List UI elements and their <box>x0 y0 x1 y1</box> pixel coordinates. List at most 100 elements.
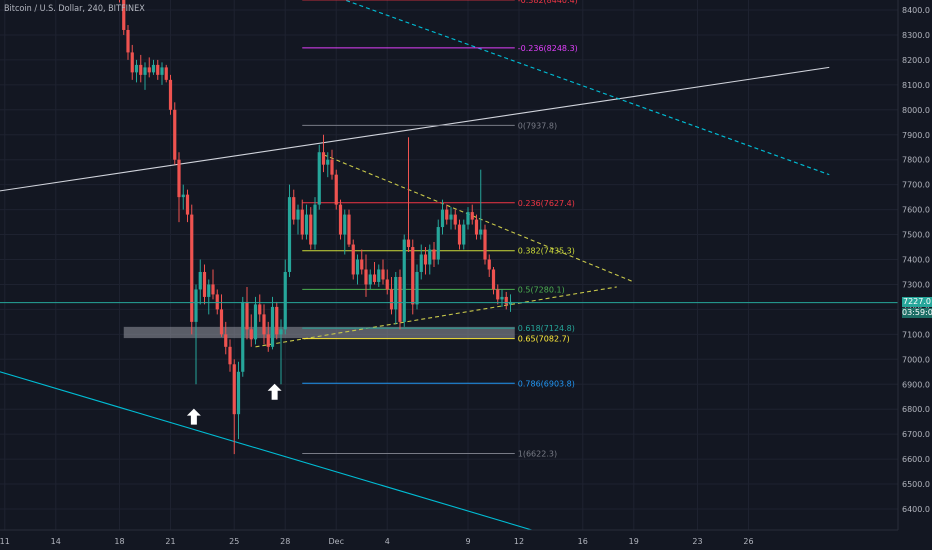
fib-level-label: -0.382(8440.4) <box>518 0 578 5</box>
price-tick-label: 7700.0 <box>902 181 930 190</box>
candle-body <box>194 289 198 322</box>
candle-body <box>504 296 508 305</box>
time-tick-label: 12 <box>514 537 524 546</box>
candle-body <box>406 239 411 248</box>
trendline-white-resistance <box>0 66 830 192</box>
annotation-arrows[interactable] <box>186 383 282 425</box>
candle-body <box>423 254 428 265</box>
candle-body <box>151 64 156 73</box>
candle-body <box>207 284 211 297</box>
candle-body <box>372 274 377 282</box>
candle-body <box>313 204 317 245</box>
fib-level-label: 0.382(7435.3) <box>518 247 575 256</box>
time-tick-label: 23 <box>692 537 702 546</box>
candle-body <box>270 306 275 347</box>
candle-body <box>411 247 415 305</box>
price-tick-label: 7800.0 <box>902 156 930 165</box>
candle-body <box>122 0 126 30</box>
candle-body <box>457 224 462 245</box>
candle-body <box>500 296 504 300</box>
price-tick-label: 6700.0 <box>902 430 930 439</box>
candle-body <box>126 29 130 53</box>
price-tick-label: 6800.0 <box>902 405 930 414</box>
candle-body <box>402 239 406 322</box>
support-zone[interactable] <box>123 326 515 339</box>
price-tick-label: 7300.0 <box>902 280 930 289</box>
time-tick-label: 21 <box>165 537 175 546</box>
price-tick-label: 7600.0 <box>902 206 930 215</box>
candle-body <box>198 271 202 290</box>
candle-body <box>491 269 496 290</box>
candle-body <box>360 259 364 270</box>
bar-countdown-badge: 03:59:01 <box>902 307 932 318</box>
candle-body <box>160 67 164 75</box>
time-tick-label: 4 <box>385 537 390 546</box>
trendlines[interactable] <box>0 0 830 550</box>
candle-body <box>249 329 253 340</box>
candle-body <box>211 284 215 295</box>
price-axis-panel <box>898 0 932 550</box>
candle-body <box>355 259 360 275</box>
candle-body <box>156 64 160 75</box>
price-tick-label: 7500.0 <box>902 231 930 240</box>
candle-body <box>147 67 151 73</box>
candle-body <box>321 152 326 165</box>
fib-level-label: -0.236(8248.3) <box>518 44 578 53</box>
candle-body <box>415 271 419 305</box>
candlesticks <box>119 0 513 455</box>
candle-body <box>487 259 491 270</box>
support-zone-rect <box>123 326 515 339</box>
candle-body <box>300 209 304 235</box>
candle-body <box>232 364 236 415</box>
price-tick-label: 6600.0 <box>902 455 930 464</box>
time-tick-label: 14 <box>51 537 61 546</box>
candle-body <box>266 334 270 347</box>
candle-body <box>143 67 147 75</box>
candle-body <box>236 371 241 415</box>
fib-level-label: 0.65(7082.7) <box>518 335 570 344</box>
candle-body <box>466 212 470 225</box>
candle-body <box>398 276 402 322</box>
fib-level-label: 0.5(7280.1) <box>518 285 565 294</box>
candle-body <box>330 159 334 175</box>
price-tick-label: 6400.0 <box>902 505 930 514</box>
candle-body <box>292 197 296 220</box>
price-tick-label: 8400.0 <box>902 6 930 15</box>
candle-body <box>275 306 279 335</box>
current-price-badge: 7227.0 <box>902 296 932 307</box>
trendline-cyan-lower <box>0 371 596 550</box>
candle-body <box>338 204 343 235</box>
up-arrow-shape <box>186 408 201 425</box>
candle-body <box>304 214 309 235</box>
price-tick-label: 8200.0 <box>902 56 930 65</box>
candle-body <box>258 304 262 315</box>
candle-body <box>215 294 219 310</box>
candle-body <box>351 244 355 275</box>
trendline-yellow-lower <box>255 286 617 348</box>
fibonacci-retracement[interactable]: -0.382(8440.4) -0.236(8248.3) 0(7937.8) 0.2… <box>302 0 578 459</box>
price-tick-label: 7000.0 <box>902 355 930 364</box>
candle-body <box>381 269 385 280</box>
price-tick-label: 8100.0 <box>902 81 930 90</box>
candle-body <box>245 301 249 330</box>
candle-body <box>224 334 228 347</box>
time-axis-panel <box>0 530 932 550</box>
candle-body <box>364 269 368 285</box>
fib-level-label: 0.618(7124.8) <box>518 324 575 333</box>
candle-body <box>445 209 449 220</box>
candle-body <box>474 219 479 235</box>
candle-body <box>296 209 300 220</box>
candle-body <box>394 276 398 310</box>
price-tick-label: 6900.0 <box>902 380 930 389</box>
candle-body <box>139 64 143 75</box>
price-tick-label: 7900.0 <box>902 131 930 140</box>
candle-body <box>470 212 474 220</box>
candle-body <box>483 229 487 260</box>
up-arrow-icon <box>267 383 282 400</box>
time-tick-label: 26 <box>743 537 753 546</box>
up-arrow-icon <box>186 408 201 425</box>
candle-body <box>368 274 372 285</box>
candle-body <box>317 152 321 205</box>
